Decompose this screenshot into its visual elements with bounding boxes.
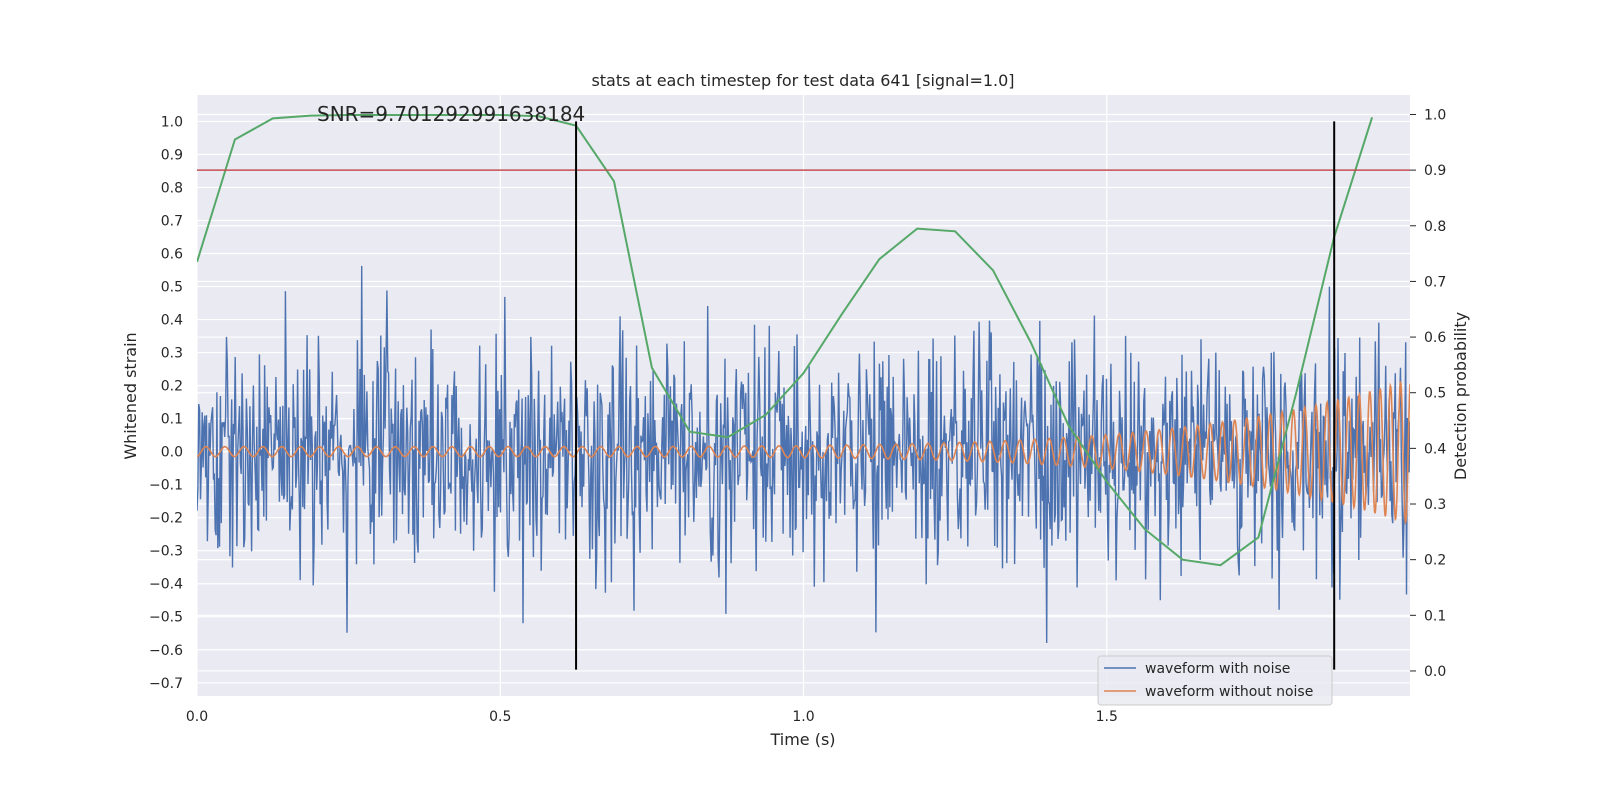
y-tick-label: 1.0 — [161, 114, 183, 130]
y-tick-label: 0.5 — [161, 280, 183, 296]
y2-tick-label: 1.0 — [1424, 107, 1446, 123]
y2-tick-label: 0.4 — [1424, 441, 1446, 457]
series-line-waveform-without-noise — [197, 380, 1410, 526]
x-tick-label: 0.5 — [489, 709, 511, 725]
y-tick-label: 0.9 — [161, 147, 183, 163]
y-tick-label: 0.4 — [161, 313, 183, 329]
y2-tick-label: 0.0 — [1424, 664, 1446, 680]
y-axis-label: Whitened strain — [121, 332, 140, 459]
x-tick-label: 1.0 — [792, 709, 814, 725]
y2-tick-label: 0.7 — [1424, 274, 1446, 290]
y-tick-label: 0.8 — [161, 180, 183, 196]
x-tick-labels: 0.0 0.5 1.0 1.5 — [186, 709, 1118, 725]
snr-annotation: SNR=9.701292991638184 — [317, 102, 585, 126]
x-tick-label: 1.5 — [1096, 709, 1118, 725]
y2-tick-labels: 0.0 0.1 0.2 0.3 0.4 0.5 0.6 0.7 0.8 0.9 1.0 — [1410, 107, 1446, 680]
y-tick-label: −0.4 — [149, 577, 183, 593]
x-tick-label: 0.0 — [186, 709, 208, 725]
y-tick-label: −0.2 — [149, 511, 183, 527]
y2-tick-label: 0.5 — [1424, 386, 1446, 402]
marker-layer — [575, 121, 1336, 670]
legend: waveform with noise waveform without noi… — [1097, 655, 1333, 706]
y-tick-label: 0.3 — [161, 346, 183, 362]
legend-label-clean: waveform without noise — [1145, 684, 1313, 700]
y-tick-label: −0.3 — [149, 544, 183, 560]
series-line-detection-probability — [197, 114, 1374, 567]
y2-tick-label: 0.1 — [1424, 608, 1446, 624]
y2-tick-label: 0.9 — [1424, 163, 1446, 179]
legend-box — [1097, 655, 1333, 706]
y-tick-label: −0.5 — [149, 610, 183, 626]
y-tick-label: 0.0 — [161, 445, 183, 461]
y-tick-label: 0.2 — [161, 379, 183, 395]
y-tick-label: −0.1 — [149, 478, 183, 494]
x-axis-label: Time (s) — [769, 730, 835, 749]
y-tick-label: −0.7 — [149, 676, 183, 692]
y-tick-label: −0.6 — [149, 643, 183, 659]
series-layer — [197, 114, 1410, 644]
y-tick-label: 0.7 — [161, 213, 183, 229]
legend-label-noisy: waveform with noise — [1145, 661, 1290, 677]
y2-axis-label: Detection probability — [1451, 312, 1470, 480]
y-tick-label: 0.6 — [161, 247, 183, 263]
y-tick-labels: −0.7 −0.6 −0.5 −0.4 −0.3 −0.2 −0.1 0.0 0.1 0.2 0.3… — [149, 114, 183, 691]
y2-tick-label: 0.2 — [1424, 553, 1446, 569]
y2-gridlines — [197, 113, 1410, 672]
y2-tick-label: 0.8 — [1424, 219, 1446, 235]
chart-title: stats at each timestep for test data 641… — [591, 71, 1014, 90]
y2-tick-label: 0.6 — [1424, 330, 1446, 346]
y-tick-label: 0.1 — [161, 412, 183, 428]
series-line-waveform-with-noise — [197, 265, 1410, 644]
y2-tick-label: 0.3 — [1424, 497, 1446, 513]
